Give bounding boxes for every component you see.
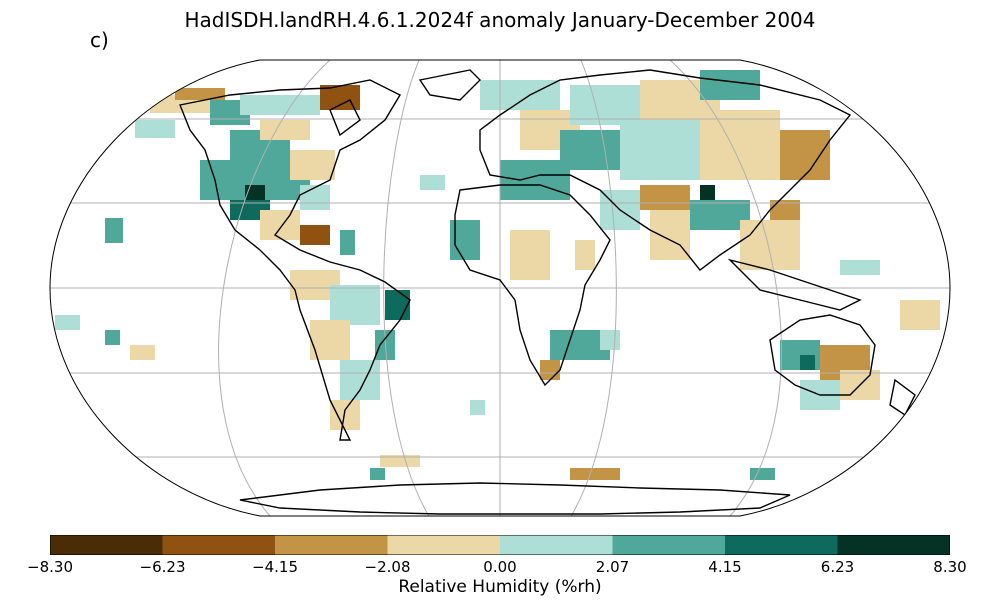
colorbar-tick-label: −2.08 <box>364 558 411 576</box>
colorbar-segment <box>275 535 388 555</box>
colorbar-segment <box>837 535 950 555</box>
colorbar-segment <box>612 535 726 555</box>
colorbar <box>50 535 950 555</box>
colorbar-tick-label: 6.23 <box>820 558 855 576</box>
colorbar-label: Relative Humidity (%rh) <box>398 577 602 597</box>
colorbar-segment <box>387 535 501 555</box>
colorbar-segment <box>500 535 613 555</box>
colorbar-tick-label: −4.15 <box>252 558 298 576</box>
map-boundary <box>49 59 951 517</box>
colorbar-tick-label: −6.23 <box>139 558 186 576</box>
colorbar-tick-label: 2.07 <box>595 558 630 576</box>
colorbar-tick-label: −8.30 <box>27 558 73 576</box>
colorbar-tick-label: 4.15 <box>708 558 742 576</box>
colorbar-segment <box>50 535 163 555</box>
colorbar-tick-label: 8.30 <box>933 558 967 576</box>
map-title: HadISDH.landRH.4.6.1.2024f anomaly Janua… <box>184 8 816 32</box>
graticule <box>50 60 950 516</box>
colorbar-segment <box>162 535 276 555</box>
world-map <box>49 59 951 517</box>
panel-label: c) <box>90 28 109 52</box>
anomaly-grid-cells <box>55 70 940 480</box>
coastlines <box>179 69 916 515</box>
colorbar-tick-label: 0.00 <box>483 558 517 576</box>
colorbar-segment <box>725 535 838 555</box>
